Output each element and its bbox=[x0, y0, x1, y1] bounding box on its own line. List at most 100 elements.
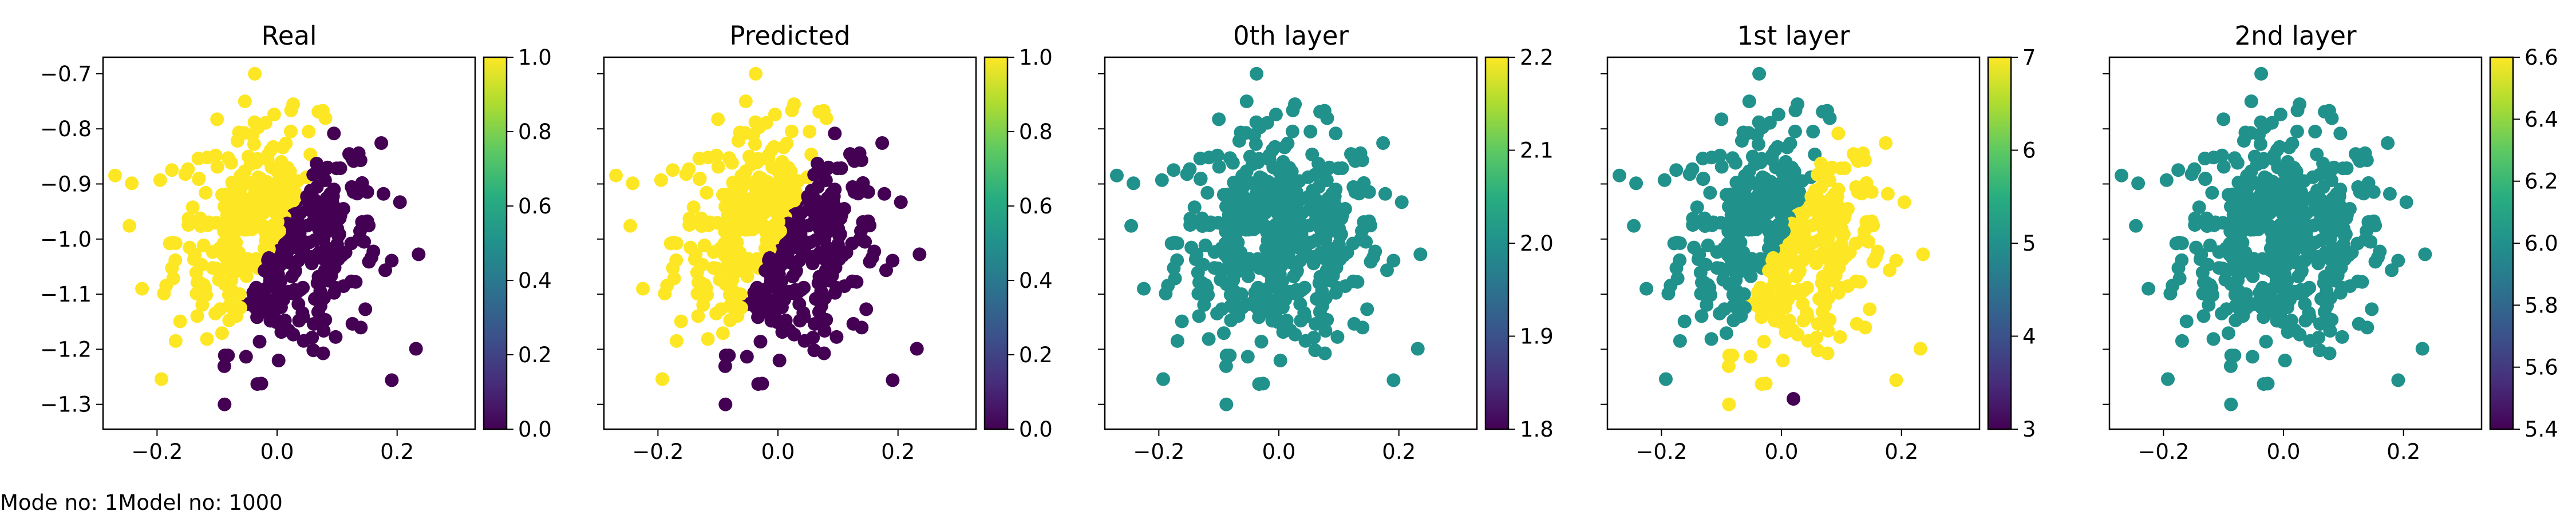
data-point bbox=[1239, 164, 1254, 179]
data-point bbox=[1302, 191, 1317, 205]
data-point bbox=[224, 273, 239, 287]
data-point bbox=[1159, 287, 1173, 300]
data-point bbox=[365, 250, 378, 264]
data-point bbox=[1260, 116, 1274, 130]
x-tick-label: −0.2 bbox=[632, 439, 683, 464]
data-point bbox=[1320, 111, 1334, 125]
data-point bbox=[409, 342, 423, 356]
data-point bbox=[1838, 208, 1852, 222]
data-point bbox=[1223, 348, 1237, 363]
data-point bbox=[2161, 372, 2175, 386]
data-point bbox=[1755, 377, 1769, 391]
data-point bbox=[1879, 136, 1893, 150]
data-point bbox=[217, 359, 231, 373]
data-point bbox=[741, 204, 754, 218]
data-point bbox=[1294, 314, 1308, 328]
data-point bbox=[209, 262, 223, 276]
data-point bbox=[738, 164, 753, 179]
data-point bbox=[859, 302, 874, 316]
colorbar bbox=[983, 56, 1009, 430]
data-point bbox=[2243, 262, 2257, 276]
data-point bbox=[1219, 397, 1234, 411]
data-point bbox=[2341, 248, 2356, 263]
data-point bbox=[689, 247, 703, 262]
data-point bbox=[722, 288, 737, 302]
data-point bbox=[1255, 172, 1269, 185]
data-point bbox=[1726, 242, 1741, 256]
data-point bbox=[2196, 309, 2211, 323]
data-point bbox=[817, 324, 832, 338]
data-point bbox=[2268, 251, 2282, 265]
data-point bbox=[2159, 173, 2174, 187]
data-point bbox=[1806, 124, 1820, 138]
data-point bbox=[1242, 223, 1256, 237]
data-point bbox=[1694, 287, 1708, 301]
data-point bbox=[797, 240, 812, 255]
data-point bbox=[1212, 160, 1226, 174]
data-point bbox=[1743, 350, 1757, 364]
data-point bbox=[2383, 187, 2397, 201]
data-point bbox=[221, 151, 235, 165]
colorbar-tick-label: 0.8 bbox=[518, 120, 552, 144]
data-point bbox=[721, 263, 735, 277]
data-point bbox=[1704, 332, 1718, 346]
data-point bbox=[189, 266, 203, 280]
data-point bbox=[1227, 176, 1241, 189]
colorbar-tick-label: 6.6 bbox=[2524, 45, 2558, 70]
data-point bbox=[1696, 172, 1710, 185]
data-point bbox=[780, 136, 794, 150]
data-point bbox=[1332, 223, 1346, 237]
data-point bbox=[2266, 231, 2281, 245]
data-point bbox=[851, 187, 866, 201]
data-point bbox=[240, 223, 254, 237]
data-point bbox=[2285, 136, 2300, 150]
colorbar-tick-label: 6.4 bbox=[2524, 107, 2558, 132]
data-point bbox=[784, 124, 799, 138]
x-tick-label: 0.2 bbox=[1382, 439, 1416, 464]
data-point bbox=[1714, 160, 1729, 174]
data-point bbox=[831, 223, 845, 237]
x-tick-label: −0.2 bbox=[2138, 439, 2189, 464]
data-point bbox=[1362, 185, 1376, 199]
data-point bbox=[710, 262, 724, 276]
data-point bbox=[2187, 162, 2202, 176]
scatter-points bbox=[108, 66, 426, 411]
data-point bbox=[1298, 334, 1313, 348]
data-point bbox=[1155, 173, 1169, 187]
data-point bbox=[316, 346, 330, 360]
data-point bbox=[1240, 350, 1255, 364]
data-point bbox=[2322, 346, 2337, 360]
x-tick-label: 0.2 bbox=[881, 439, 915, 464]
data-point bbox=[718, 397, 733, 411]
data-point bbox=[764, 143, 779, 157]
data-point bbox=[820, 191, 835, 205]
data-point bbox=[1781, 175, 1795, 189]
data-point bbox=[722, 151, 736, 165]
data-point bbox=[797, 334, 812, 348]
data-point bbox=[1289, 226, 1303, 240]
data-point bbox=[189, 287, 204, 301]
data-point bbox=[349, 275, 363, 289]
data-point bbox=[1889, 373, 1903, 387]
data-point bbox=[714, 302, 728, 316]
data-point bbox=[751, 310, 765, 324]
data-point bbox=[1757, 335, 1771, 349]
data-point bbox=[737, 262, 752, 276]
data-point bbox=[2270, 314, 2284, 328]
data-point bbox=[2254, 115, 2268, 129]
data-point bbox=[829, 330, 844, 344]
data-point bbox=[2323, 324, 2337, 338]
data-point bbox=[674, 314, 688, 328]
data-point bbox=[1326, 268, 1340, 283]
data-point bbox=[1203, 215, 1218, 229]
y-tick-label: −1.2 bbox=[40, 337, 92, 362]
data-point bbox=[667, 271, 681, 286]
data-point bbox=[271, 354, 286, 367]
data-point bbox=[722, 348, 736, 363]
data-point bbox=[258, 263, 272, 278]
data-point bbox=[1669, 163, 1684, 177]
data-point bbox=[1376, 136, 1390, 150]
data-point bbox=[761, 231, 775, 245]
data-point bbox=[2225, 187, 2239, 201]
data-point bbox=[2357, 187, 2371, 201]
